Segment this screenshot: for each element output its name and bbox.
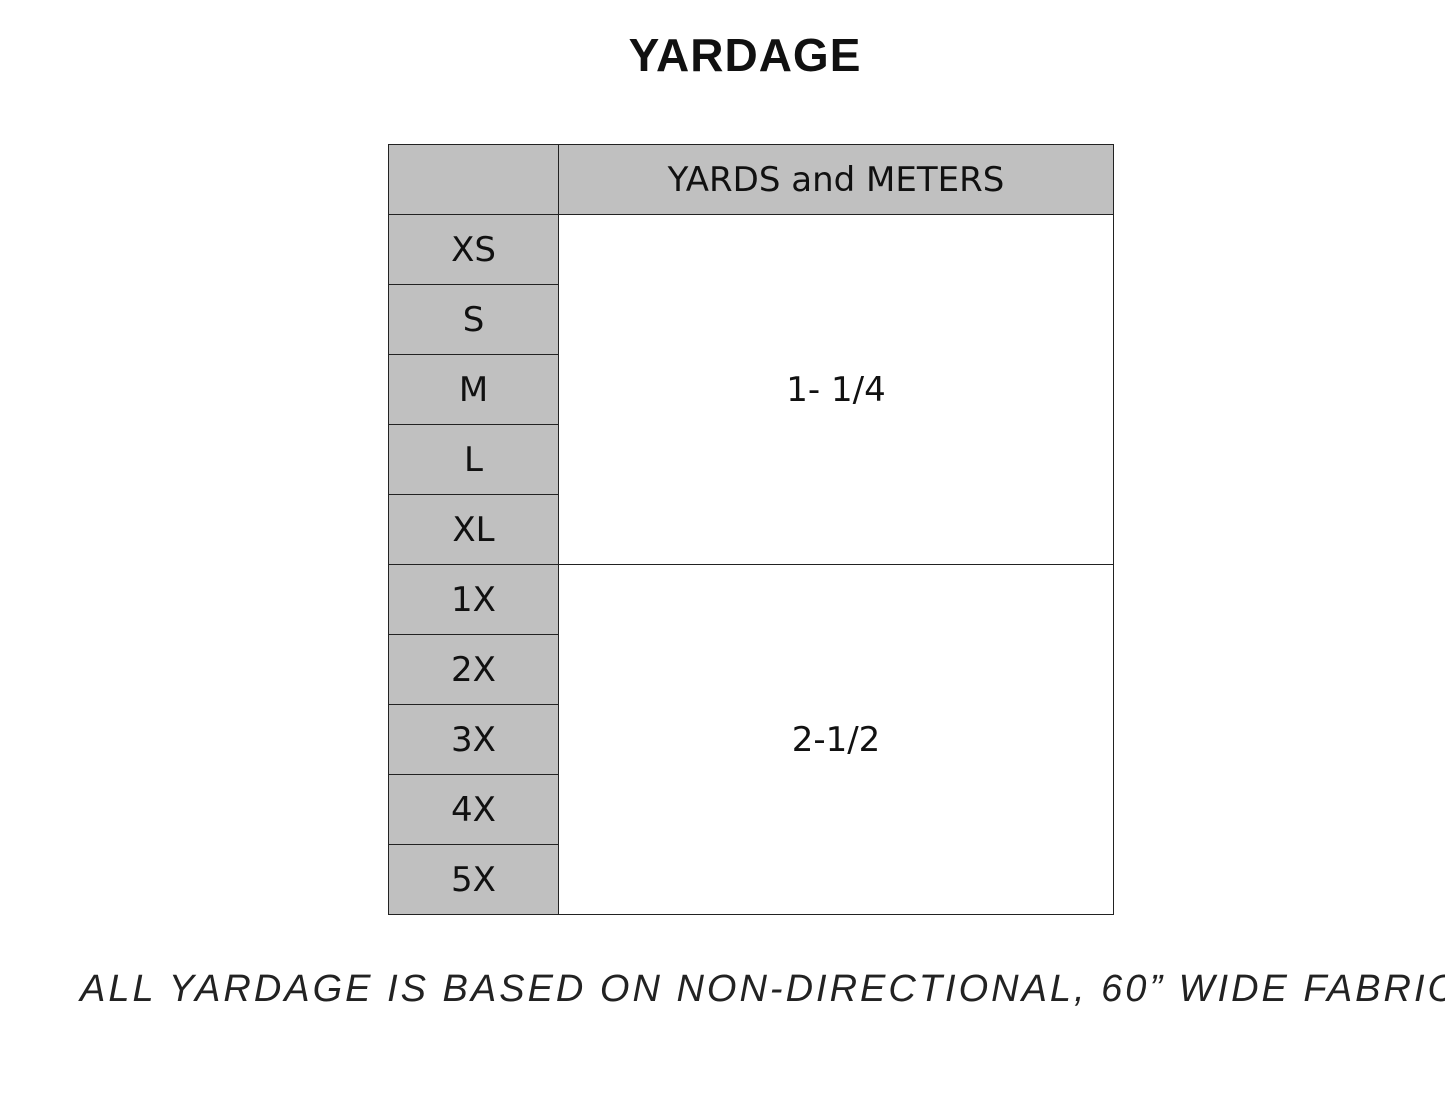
size-cell: XS (388, 214, 559, 285)
size-cell: 2X (388, 634, 559, 705)
yardage-table: YARDS and METERS XS S M L XL 1- 1/4 1X 2X 3X 4X 5X 2… (388, 144, 1114, 915)
size-cell: M (388, 354, 559, 425)
size-cell: XL (388, 494, 559, 565)
size-cell: 4X (388, 774, 559, 845)
size-cell: L (388, 424, 559, 495)
corner-cell (388, 144, 559, 215)
size-cell: S (388, 284, 559, 355)
footnote: ALL YARDAGE IS BASED ON NON-DIRECTIONAL,… (80, 968, 1445, 1010)
yardage-cell: 1- 1/4 (558, 214, 1114, 565)
column-header: YARDS and METERS (558, 144, 1114, 215)
size-cell: 5X (388, 844, 559, 915)
title: YARDAGE (628, 29, 862, 81)
size-cell: 3X (388, 704, 559, 775)
yardage-cell: 2-1/2 (558, 564, 1114, 915)
size-cell: 1X (388, 564, 559, 635)
